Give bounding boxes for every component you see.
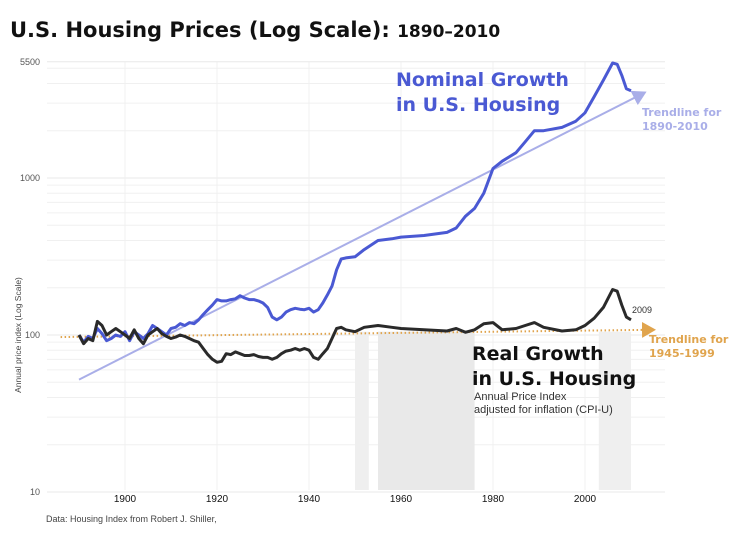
- trend-nominal-label-line1: Trendline for: [642, 106, 722, 119]
- real-sub-line1: Annual Price Index: [474, 391, 567, 403]
- trend-real-label-line1: Trendline for: [649, 333, 729, 346]
- y-tick-label: 100: [25, 330, 40, 340]
- real-label-line2: in U.S. Housing: [472, 368, 636, 390]
- real-label-line1: Real Growth: [472, 343, 604, 365]
- real-sub-line2: adjusted for inflation (CPI-U): [474, 404, 613, 416]
- nominal-label-line2: in U.S. Housing: [396, 94, 560, 116]
- y-axis-label: Annual price index (Log Scale): [13, 277, 23, 393]
- series-nominal-line: [77, 61, 632, 344]
- series-real-line: [77, 288, 632, 364]
- trend-real-label-line2: 1945-1999: [649, 347, 715, 360]
- x-tick-label: 1940: [298, 494, 321, 505]
- x-tick-label: 2000: [574, 494, 597, 505]
- chart-title: U.S. Housing Prices (Log Scale): 1890–20…: [10, 18, 500, 42]
- nominal-label-line1: Nominal Growth: [396, 69, 569, 91]
- shaded-period: [355, 331, 369, 490]
- x-tick-label: 1920: [206, 494, 229, 505]
- y-tick-label: 10: [30, 487, 40, 497]
- trend-nominal-label-line2: 1890-2010: [642, 120, 708, 133]
- trendline-real: [60, 321, 656, 339]
- shaded-period: [598, 331, 631, 490]
- x-tick-label: 1980: [482, 494, 505, 505]
- y-tick-label: 1000: [20, 173, 40, 183]
- y-tick-label: 5500: [20, 57, 40, 67]
- source-note: Data: Housing Index from Robert J. Shill…: [46, 514, 217, 524]
- trendline-nominal: [78, 90, 647, 381]
- x-tick-label: 1900: [114, 494, 137, 505]
- year-marker-2009: 2009: [632, 305, 652, 315]
- shaded-period: [378, 331, 475, 490]
- x-tick-label: 1960: [390, 494, 413, 505]
